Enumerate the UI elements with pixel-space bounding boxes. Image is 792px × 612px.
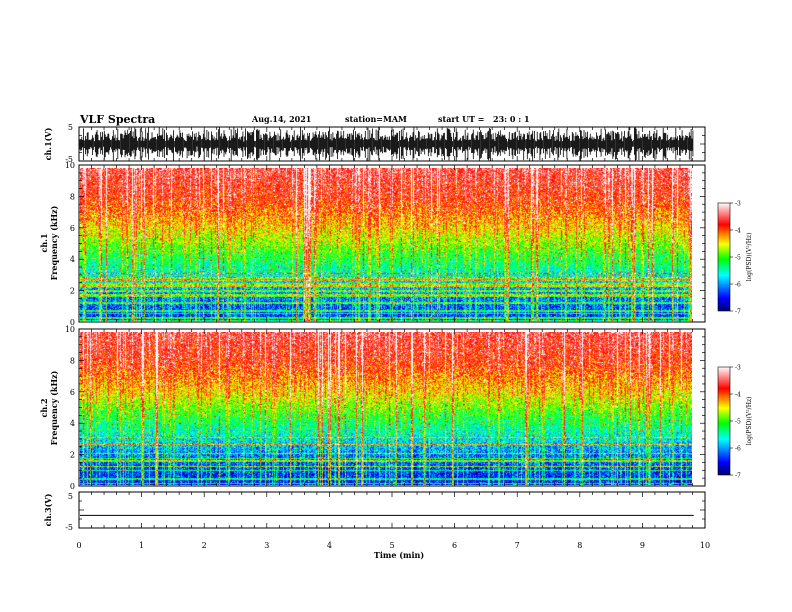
colorbar-tick-label: -6 bbox=[735, 446, 741, 453]
date-label: Aug.14, 2021 bbox=[251, 114, 311, 124]
x-tick-label: 10 bbox=[700, 541, 710, 550]
colorbar-tick-label: -7 bbox=[735, 309, 741, 316]
ch2-colorbar-ticks: -3 -4 -5 -6 -7 bbox=[730, 365, 741, 480]
x-tick-label: 5 bbox=[389, 541, 394, 550]
x-tick-label: 3 bbox=[264, 541, 269, 550]
y-tick-label: 6 bbox=[70, 224, 75, 233]
x-tick-label: 0 bbox=[76, 541, 81, 550]
y-tick-label: 0 bbox=[70, 318, 75, 327]
ch3-waveform-frame bbox=[78, 491, 706, 529]
ch1-colorbar-ticks: -3 -4 -5 -6 -7 bbox=[730, 201, 741, 316]
y-tick-label: 2 bbox=[70, 451, 75, 460]
y-tick-label: 4 bbox=[70, 255, 75, 264]
start-time-label: 23: 0 : 1 bbox=[493, 114, 530, 124]
y-tick-label: 10 bbox=[65, 325, 75, 334]
ch1-colorbar-label: log(PSD)(V²/Hz) bbox=[746, 233, 753, 282]
ch2-colorbar-label: log(PSD)(V²/Hz) bbox=[746, 397, 753, 446]
ch1-spec-ylabel-line2: Frequency (kHz) bbox=[49, 205, 59, 280]
start-ut-label: start UT = bbox=[438, 114, 485, 124]
colorbar-tick-label: -3 bbox=[735, 365, 741, 372]
ch1-spec-ylabel-line1: ch.1 bbox=[39, 233, 49, 252]
ch2-spec-ylabel-line2: Frequency (kHz) bbox=[49, 370, 59, 445]
ch1-waveform-panel: 5 -5 ch.1(V) bbox=[43, 123, 706, 164]
y-tick-label: 8 bbox=[70, 192, 75, 201]
station-label: station=MAM bbox=[345, 114, 407, 124]
x-axis-label: Time (min) bbox=[374, 550, 424, 560]
ch1-spectrogram-image bbox=[80, 168, 692, 321]
y-tick-label: 0 bbox=[70, 482, 75, 491]
ch2-spectrogram-yticklabels: 0 2 4 6 8 10 bbox=[65, 325, 75, 491]
y-tick-label: 2 bbox=[70, 287, 75, 296]
colorbar-tick-label: -4 bbox=[735, 392, 741, 399]
colorbar-tick-label: -7 bbox=[735, 473, 741, 480]
x-tick-label: 1 bbox=[139, 541, 144, 550]
x-tick-label: 2 bbox=[202, 541, 207, 550]
x-axis-ticklabels: 0 1 2 3 4 5 6 7 8 9 10 bbox=[76, 541, 710, 550]
ch1-waveform-ticks bbox=[78, 126, 706, 162]
x-tick-label: 7 bbox=[515, 541, 520, 550]
x-tick-label: 9 bbox=[640, 541, 645, 550]
ch1-waveform-trace bbox=[79, 127, 694, 161]
ch1-colorbar bbox=[717, 202, 731, 312]
x-tick-label: 6 bbox=[452, 541, 457, 550]
ch1-spectrogram-ticks bbox=[78, 164, 706, 323]
colorbar-tick-label: -5 bbox=[735, 419, 741, 426]
y-tick-label: 8 bbox=[70, 356, 75, 365]
ch2-spectrogram-ticks bbox=[78, 328, 706, 487]
ch3-waveform-ticks bbox=[78, 491, 706, 529]
x-tick-label: 4 bbox=[327, 541, 332, 550]
ch2-colorbar bbox=[717, 366, 731, 476]
ch3-ytick-neg5: -5 bbox=[65, 523, 73, 532]
colorbar-tick-label: -5 bbox=[735, 255, 741, 262]
ch3-ylabel: ch.3(V) bbox=[43, 493, 53, 526]
x-tick-label: 8 bbox=[577, 541, 582, 550]
ch2-spec-ylabel-line1: ch.2 bbox=[39, 398, 49, 417]
ch1-spectrogram-yticklabels: 0 2 4 6 8 10 bbox=[65, 161, 75, 327]
ch1-ytick-5: 5 bbox=[68, 123, 73, 132]
ch1-ylabel: ch.1(V) bbox=[43, 127, 53, 160]
y-tick-label: 6 bbox=[70, 388, 75, 397]
y-tick-label: 10 bbox=[65, 161, 75, 170]
y-tick-label: 4 bbox=[70, 419, 75, 428]
colorbar-tick-label: -4 bbox=[735, 228, 741, 235]
ch1-ytick-neg5: -5 bbox=[65, 155, 73, 164]
ch3-waveform-panel: 5 -5 ch.3(V) bbox=[43, 491, 706, 532]
colorbar-tick-label: -3 bbox=[735, 201, 741, 208]
ch3-ytick-5: 5 bbox=[68, 492, 73, 501]
figure-title: VLF Spectra bbox=[79, 113, 155, 126]
ch2-spectrogram-image bbox=[80, 332, 692, 485]
colorbar-tick-label: -6 bbox=[735, 282, 741, 289]
